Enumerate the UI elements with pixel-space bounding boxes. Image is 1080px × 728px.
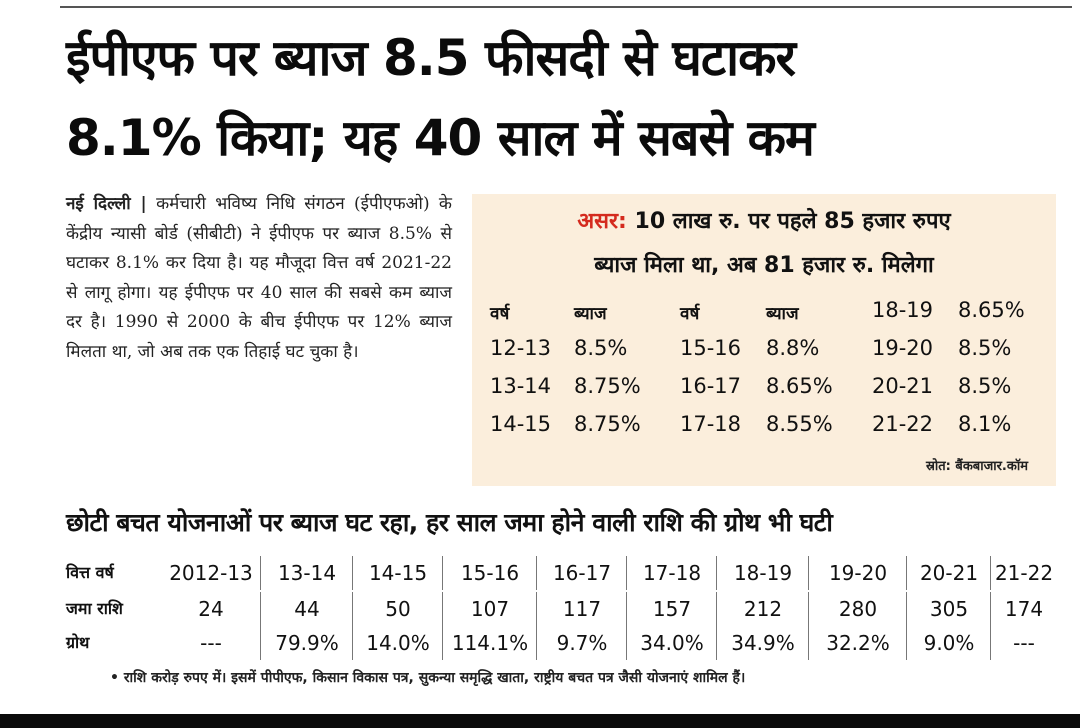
dateline: नई दिल्ली | bbox=[66, 194, 147, 214]
rate-value-13-14: 8.75% bbox=[574, 374, 641, 398]
growth-cell-18-19: 34.9% bbox=[716, 626, 809, 660]
headline-line-1: ईपीएफ पर ब्याज 8.5 फीसदी से घटाकर bbox=[66, 29, 796, 87]
year-cell-18-19: 18-19 bbox=[716, 556, 809, 590]
rate-year-21-22: 21-22 bbox=[872, 412, 934, 436]
headline-line-2: 8.1% किया; यह 40 साल में सबसे कम bbox=[66, 109, 815, 167]
amount-cell-2012-13: 24 bbox=[198, 597, 224, 621]
interest-rate-box: असर: 10 लाख रु. पर पहले 85 हजार रुपए ब्य… bbox=[472, 194, 1056, 486]
article-text: कर्मचारी भविष्य निधि संगठन (ईपीएफओ) के क… bbox=[66, 194, 452, 362]
amount-cell-17-18: 157 bbox=[626, 592, 717, 626]
article-body: नई दिल्ली | कर्मचारी भविष्य निधि संगठन (… bbox=[66, 190, 452, 367]
top-rule bbox=[60, 6, 1072, 8]
rate-value-19-20: 8.5% bbox=[958, 336, 1012, 360]
growth-cell-13-14: 79.9% bbox=[260, 626, 353, 660]
rate-value-17-18: 8.55% bbox=[766, 412, 833, 436]
year-cell-20-21: 20-21 bbox=[906, 556, 991, 590]
growth-cell-2012-13: --- bbox=[200, 631, 222, 655]
rate-box-title-line-2: ब्याज मिला था, अब 81 हजार रु. मिलेगा bbox=[594, 253, 934, 278]
rate-value-15-16: 8.8% bbox=[766, 336, 820, 360]
footnote: • राशि करोड़ रुपए में। इसमें पीपीएफ, किस… bbox=[110, 670, 746, 686]
growth-label: ग्रोथ bbox=[66, 633, 90, 652]
amount-cell-19-20: 280 bbox=[808, 592, 907, 626]
rate-year-20-21: 20-21 bbox=[872, 374, 934, 398]
rate-year-14-15: 14-15 bbox=[490, 412, 552, 436]
growth-cell-17-18: 34.0% bbox=[626, 626, 717, 660]
year-cell-17-18: 17-18 bbox=[626, 556, 717, 590]
rate-header-3: ब्याज bbox=[766, 304, 799, 324]
rate-value-14-15: 8.75% bbox=[574, 412, 641, 436]
growth-cell-19-20: 32.2% bbox=[808, 626, 907, 660]
impact-tag: असर: bbox=[577, 209, 627, 234]
rate-year-13-14: 13-14 bbox=[490, 374, 552, 398]
year-cell-19-20: 19-20 bbox=[808, 556, 907, 590]
rate-value-16-17: 8.65% bbox=[766, 374, 833, 398]
year-cell-16-17: 16-17 bbox=[536, 556, 627, 590]
growth-cell-16-17: 9.7% bbox=[536, 626, 627, 660]
rate-box-title-line-1: असर: 10 लाख रु. पर पहले 85 हजार रुपए bbox=[472, 206, 1056, 238]
growth-cell-14-15: 14.0% bbox=[352, 626, 443, 660]
growth-cell-21-22: --- bbox=[990, 626, 1057, 660]
impact-title: 10 लाख रु. पर पहले 85 हजार रुपए bbox=[634, 209, 951, 234]
rate-year-19-20: 19-20 bbox=[872, 336, 934, 360]
rate-year-12-13: 12-13 bbox=[490, 336, 552, 360]
year-cell-2012-13: 2012-13 bbox=[169, 561, 253, 585]
rate-header-2: वर्ष bbox=[680, 304, 700, 324]
rate-header-0: वर्ष bbox=[490, 304, 510, 324]
row-deposit-amount: जमा राशि 24 44 50 107 117 157 212 280 305 174 bbox=[66, 592, 1056, 628]
rate-year-15-16: 15-16 bbox=[680, 336, 742, 360]
row-growth: ग्रोथ --- 79.9% 14.0% 114.1% 9.7% 34.0% 34.9% 32… bbox=[66, 626, 1056, 662]
rate-value-18-19: 8.65% bbox=[958, 298, 1025, 322]
amount-cell-14-15: 50 bbox=[352, 592, 443, 626]
amount-cell-18-19: 212 bbox=[716, 592, 809, 626]
row-financial-year: वित्त वर्ष 2012-13 13-14 14-15 15-16 16-17 17-… bbox=[66, 556, 1056, 592]
year-cell-14-15: 14-15 bbox=[352, 556, 443, 590]
amount-cell-16-17: 117 bbox=[536, 592, 627, 626]
savings-table-title: छोटी बचत योजनाओं पर ब्याज घट रहा, हर साल… bbox=[66, 508, 833, 537]
year-label: वित्त वर्ष bbox=[66, 563, 114, 582]
amount-cell-21-22: 174 bbox=[990, 592, 1057, 626]
rate-year-16-17: 16-17 bbox=[680, 374, 742, 398]
rate-year-17-18: 17-18 bbox=[680, 412, 742, 436]
amount-cell-20-21: 305 bbox=[906, 592, 991, 626]
amount-cell-15-16: 107 bbox=[442, 592, 537, 626]
growth-cell-20-21: 9.0% bbox=[906, 626, 991, 660]
rate-header-1: ब्याज bbox=[574, 304, 607, 324]
amount-label: जमा राशि bbox=[66, 599, 123, 618]
rate-value-20-21: 8.5% bbox=[958, 374, 1012, 398]
rate-value-21-22: 8.1% bbox=[958, 412, 1012, 436]
amount-cell-13-14: 44 bbox=[260, 592, 353, 626]
year-cell-13-14: 13-14 bbox=[260, 556, 353, 590]
growth-cell-15-16: 114.1% bbox=[442, 626, 537, 660]
year-cell-21-22: 21-22 bbox=[990, 556, 1057, 590]
rate-year-18-19: 18-19 bbox=[872, 298, 934, 322]
year-cell-15-16: 15-16 bbox=[442, 556, 537, 590]
bottom-bar bbox=[0, 714, 1080, 728]
source-note: स्रोत: बैंकबाजार.कॉम bbox=[925, 459, 1028, 474]
rate-value-12-13: 8.5% bbox=[574, 336, 628, 360]
